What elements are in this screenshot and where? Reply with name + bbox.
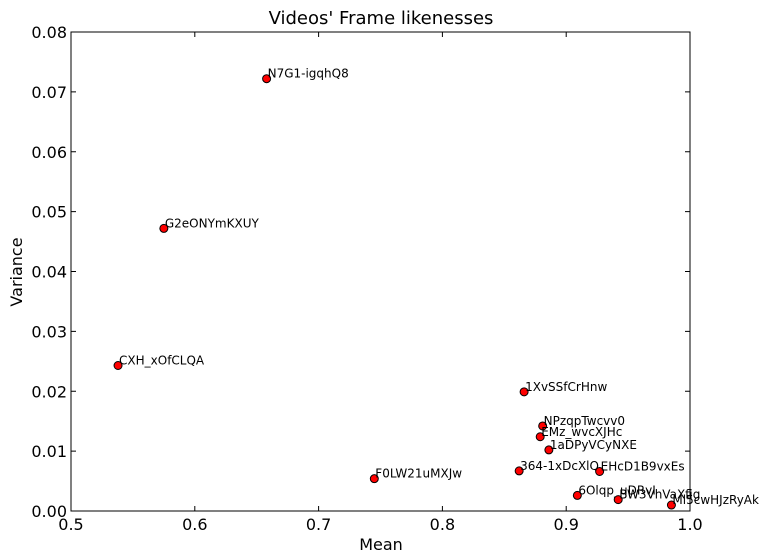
data-point (159, 223, 169, 233)
y-tick-label: 0.06 (31, 143, 67, 162)
data-point-label: 1XvSSfCrHnw (525, 380, 607, 394)
data-point (544, 445, 554, 455)
data-point (535, 432, 545, 442)
y-tick-label: 0.04 (31, 263, 67, 282)
x-tick-label: 0.8 (430, 515, 455, 534)
data-point (369, 474, 379, 484)
y-axis-label: Variance (7, 237, 26, 306)
data-point-label: G2eONYmKXUY (165, 216, 260, 230)
x-tick-label: 0.5 (58, 515, 83, 534)
x-tick-label: 0.7 (306, 515, 331, 534)
x-tick-label: 0.6 (182, 515, 207, 534)
data-point-label: 6Olqp_uDRvI (578, 483, 655, 497)
data-point-label: 1aDPyVCyNXE (550, 438, 637, 452)
y-tick-label: 0.01 (31, 442, 67, 461)
data-point-label: EMz_wvcXJHc (541, 425, 622, 439)
data-point-label: NPzqpTwcvv0 (544, 414, 625, 428)
y-tick-label: 0.00 (31, 502, 67, 521)
data-point (113, 361, 123, 371)
x-axis-label: Mean (359, 535, 403, 554)
data-point-label: BW3VhVaXfig (619, 488, 700, 502)
data-point (595, 466, 605, 476)
data-point-label: 364-1xDcXlQ (520, 459, 599, 473)
y-tick-label: 0.08 (31, 23, 67, 42)
data-point-label: N7G1-igqhQ8 (268, 67, 349, 81)
data-point-label: CXH_xOfCLQA (119, 354, 205, 368)
y-tick-label: 0.07 (31, 83, 67, 102)
data-point-label: Ml5cwHJzRyAk (672, 493, 759, 507)
data-point (572, 490, 582, 500)
data-point (666, 500, 676, 510)
data-point (262, 74, 272, 84)
data-point (613, 495, 623, 505)
x-tick-label: 0.9 (553, 515, 578, 534)
y-tick-label: 0.05 (31, 203, 67, 222)
data-point (514, 466, 524, 476)
data-point-label: F0LW21uMXJw (375, 467, 462, 481)
data-point (519, 387, 529, 397)
y-tick-label: 0.02 (31, 382, 67, 401)
chart-title: Videos' Frame likenesses (269, 8, 494, 29)
data-point (538, 421, 548, 431)
data-point-label: EHcD1B9vxEs (601, 459, 685, 473)
x-tick-label: 1.0 (677, 515, 702, 534)
y-tick-label: 0.03 (31, 322, 67, 341)
